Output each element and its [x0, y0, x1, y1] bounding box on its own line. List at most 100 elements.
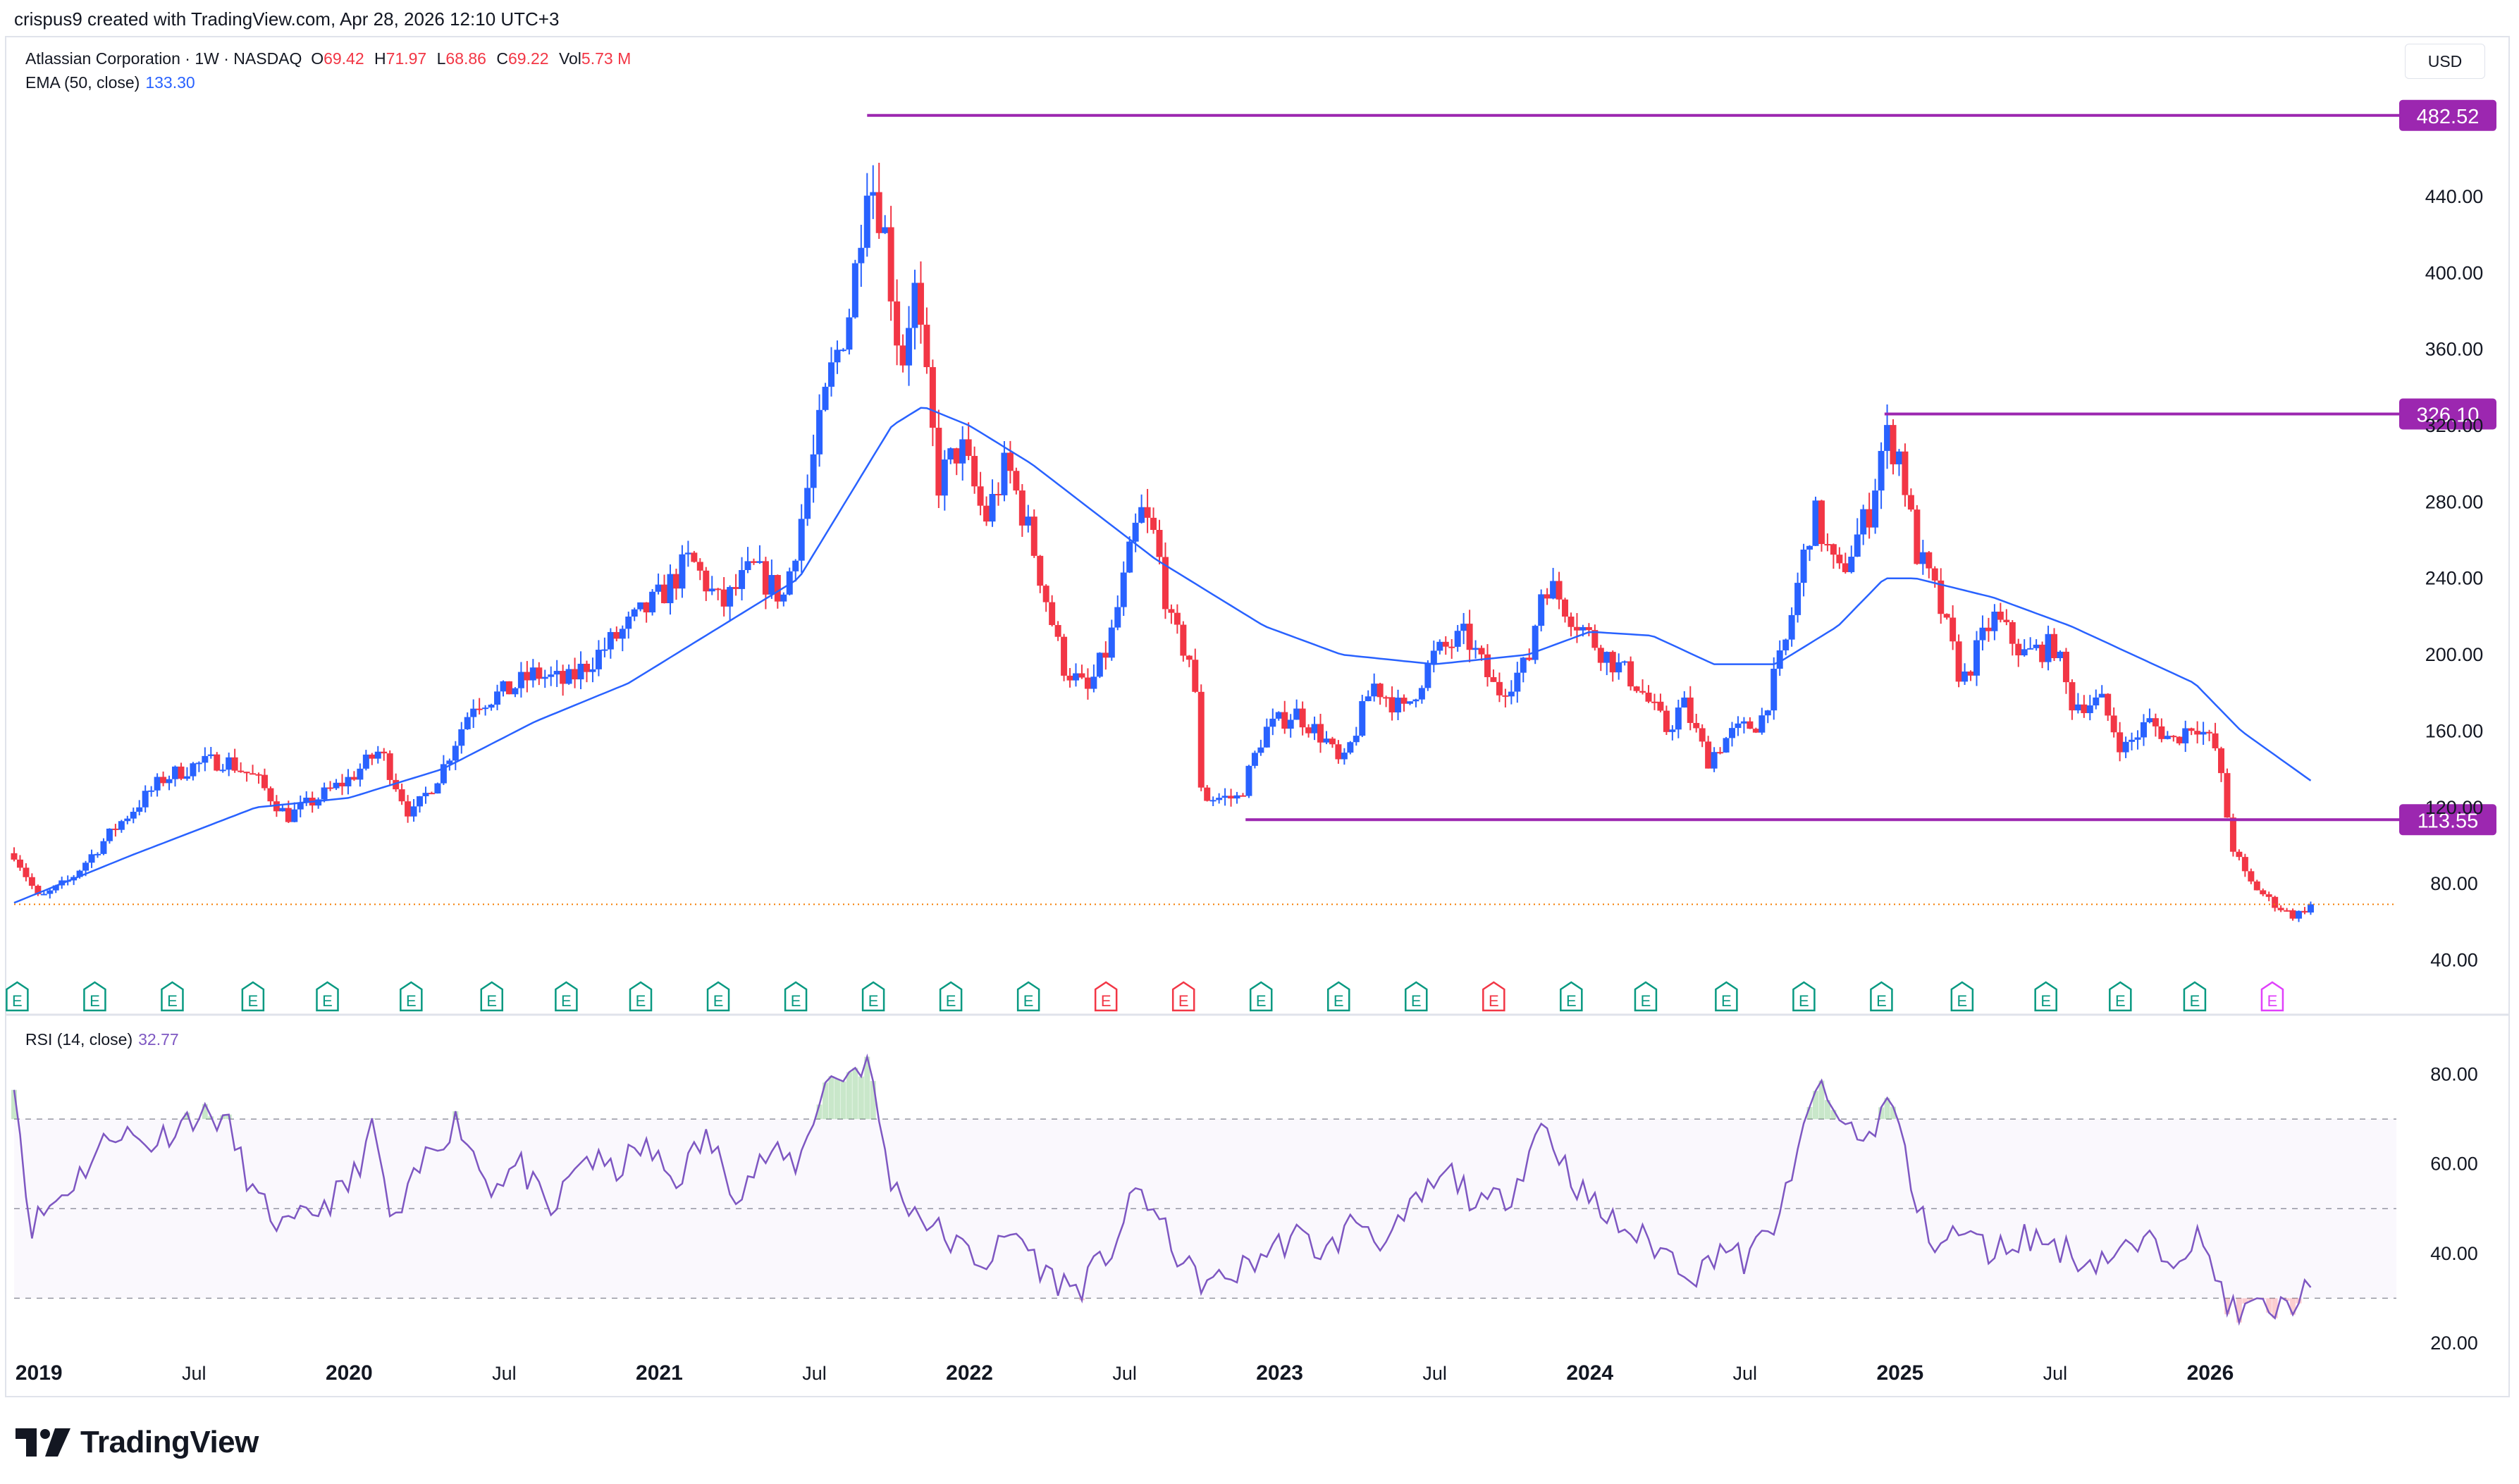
- candle-body: [1108, 627, 1115, 658]
- price-axis-tick: 240.00: [2425, 568, 2484, 589]
- earnings-letter: E: [946, 992, 956, 1010]
- candle-body: [1848, 557, 1855, 572]
- earnings-marker[interactable]: E: [1016, 981, 1040, 1012]
- earnings-marker[interactable]: E: [2183, 981, 2207, 1012]
- candle-body: [231, 757, 238, 771]
- candle-body: [452, 746, 459, 761]
- volume-label: Vol: [558, 49, 581, 68]
- candle-body: [1687, 697, 1694, 723]
- candle-body: [1711, 752, 1718, 769]
- earnings-marker[interactable]: E: [1634, 981, 1658, 1012]
- earnings-marker[interactable]: E: [1094, 981, 1118, 1012]
- earnings-marker[interactable]: E: [1249, 981, 1273, 1012]
- symbol-title[interactable]: Atlassian Corporation · 1W · NASDAQ: [25, 49, 302, 68]
- earnings-badge: [1950, 981, 1974, 1012]
- candle-body: [655, 584, 662, 592]
- candle-body: [1544, 594, 1551, 599]
- earnings-letter: E: [406, 992, 417, 1010]
- candle-body: [505, 681, 512, 695]
- candle-body: [2074, 704, 2081, 711]
- candle-body: [1556, 581, 1563, 600]
- earnings-letter: E: [12, 992, 23, 1010]
- candle-body: [828, 362, 835, 387]
- candle-body: [977, 486, 984, 506]
- earnings-marker[interactable]: E: [706, 981, 730, 1012]
- earnings-marker[interactable]: E: [2260, 981, 2284, 1012]
- candle-body: [577, 663, 584, 680]
- earnings-marker[interactable]: E: [939, 981, 963, 1012]
- earnings-marker[interactable]: E: [1950, 981, 1974, 1012]
- earnings-marker[interactable]: E: [1715, 981, 1738, 1012]
- earnings-marker[interactable]: E: [480, 981, 504, 1012]
- candle-body: [1860, 509, 1867, 535]
- candle-body: [250, 773, 257, 775]
- candle-body: [1436, 641, 1443, 651]
- low-label: L: [436, 49, 446, 68]
- earnings-marker[interactable]: E: [2034, 981, 2057, 1012]
- candle-body: [1424, 663, 1431, 688]
- earnings-marker[interactable]: E: [629, 981, 653, 1012]
- earnings-marker[interactable]: E: [1870, 981, 1893, 1012]
- ema-label[interactable]: EMA (50, close): [25, 73, 140, 92]
- earnings-marker[interactable]: E: [1326, 981, 1350, 1012]
- candle-body: [2140, 722, 2147, 738]
- candle-body: [1800, 549, 1807, 583]
- candle-body: [1299, 708, 1306, 728]
- earnings-marker[interactable]: E: [555, 981, 578, 1012]
- earnings-marker[interactable]: E: [316, 981, 339, 1012]
- earnings-marker[interactable]: E: [861, 981, 885, 1012]
- level-price-tag: [2399, 99, 2496, 131]
- candle-body: [255, 774, 262, 776]
- candle-body: [1162, 557, 1169, 610]
- candle-body: [1609, 652, 1616, 673]
- candle-body: [822, 386, 829, 410]
- candle-body: [906, 328, 913, 366]
- candle-body: [1633, 686, 1640, 691]
- earnings-marker[interactable]: E: [1792, 981, 1816, 1012]
- candle-body: [834, 350, 841, 363]
- candle-body: [565, 669, 572, 684]
- candle-body: [858, 247, 865, 264]
- candle-body: [684, 552, 691, 555]
- candle-body: [2272, 896, 2279, 908]
- currency-button[interactable]: USD: [2405, 44, 2485, 79]
- candle-body: [572, 669, 579, 680]
- candle-body: [524, 672, 531, 681]
- candle-body: [2033, 644, 2040, 648]
- candle-body: [541, 676, 548, 679]
- candle-body: [1914, 509, 1921, 564]
- candle-body: [1228, 796, 1235, 799]
- earnings-marker[interactable]: E: [161, 981, 184, 1012]
- candle-body: [929, 367, 936, 428]
- candle-body: [1723, 738, 1730, 753]
- rsi-label[interactable]: RSI (14, close): [25, 1030, 133, 1049]
- candle-body: [464, 717, 471, 729]
- candle-body: [1657, 701, 1664, 711]
- candle-body: [1729, 728, 1735, 738]
- close-label: C: [496, 49, 508, 68]
- earnings-marker[interactable]: E: [400, 981, 423, 1012]
- candle-body: [1717, 752, 1724, 754]
- earnings-marker[interactable]: E: [241, 981, 265, 1012]
- candle-body: [1006, 452, 1014, 471]
- candle-body: [1287, 719, 1294, 729]
- candle-body: [285, 808, 292, 822]
- earnings-marker[interactable]: E: [784, 981, 808, 1012]
- candle-body: [261, 774, 268, 789]
- earnings-marker[interactable]: E: [1482, 981, 1505, 1012]
- candle-body: [1579, 626, 1587, 631]
- candle-body: [1144, 507, 1151, 518]
- candle-body: [1550, 581, 1557, 599]
- earnings-marker[interactable]: E: [6, 981, 29, 1012]
- earnings-marker[interactable]: E: [83, 981, 106, 1012]
- candle-body: [750, 561, 757, 563]
- price-axis-tick: 320.00: [2425, 415, 2484, 436]
- candle-body: [190, 763, 197, 777]
- earnings-marker[interactable]: E: [1560, 981, 1583, 1012]
- candle-body: [2224, 773, 2231, 818]
- candle-body: [619, 629, 626, 639]
- earnings-marker[interactable]: E: [2109, 981, 2132, 1012]
- earnings-marker[interactable]: E: [1405, 981, 1428, 1012]
- earnings-marker[interactable]: E: [1171, 981, 1195, 1012]
